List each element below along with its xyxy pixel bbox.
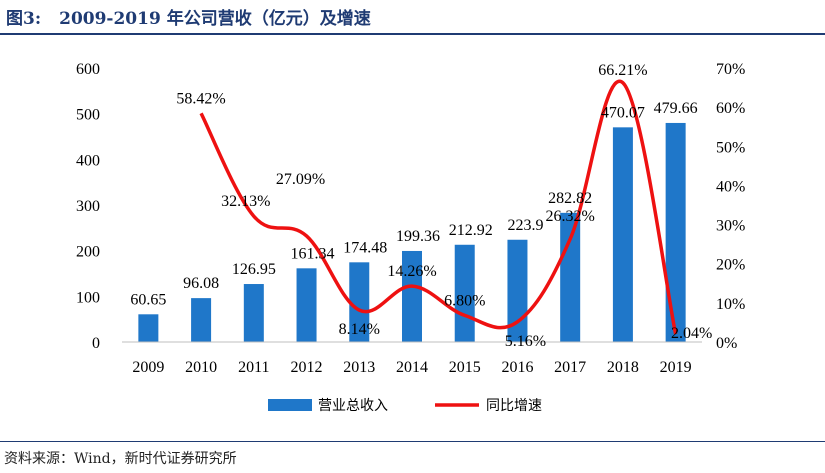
x-tick-label: 2017 bbox=[554, 359, 586, 376]
x-tick-label: 2016 bbox=[501, 359, 533, 376]
line-data-label: 5.16% bbox=[505, 333, 546, 350]
bar-data-label: 212.92 bbox=[449, 222, 493, 239]
x-tick-label: 2013 bbox=[343, 359, 375, 376]
line-data-label: 2.04% bbox=[671, 325, 712, 342]
y-right-tick-label: 20% bbox=[716, 257, 745, 274]
bar-data-label: 174.48 bbox=[343, 239, 387, 256]
line-data-label: 58.42% bbox=[176, 90, 225, 107]
y-left-tick-label: 400 bbox=[76, 152, 100, 169]
bar-data-label: 96.08 bbox=[183, 275, 219, 292]
y-left-tick-label: 200 bbox=[76, 244, 100, 261]
x-tick-label: 2009 bbox=[132, 359, 164, 376]
bar-revenue-2013 bbox=[349, 262, 370, 342]
growth-rate-line bbox=[199, 79, 678, 335]
legend-swatch-revenue bbox=[268, 399, 312, 411]
y-left-tick-label: 500 bbox=[76, 107, 100, 124]
x-tick-label: 2019 bbox=[660, 359, 692, 376]
source-rule bbox=[0, 441, 825, 442]
bar-data-label: 126.95 bbox=[232, 261, 276, 278]
line-data-label: 66.21% bbox=[598, 62, 647, 79]
y-right-tick-label: 30% bbox=[716, 218, 745, 235]
y-left-tick-label: 100 bbox=[76, 289, 100, 306]
line-data-label: 26.32% bbox=[546, 208, 595, 225]
y-right-tick-label: 40% bbox=[716, 178, 745, 195]
figure-label: 图3: bbox=[6, 9, 42, 29]
bar-revenue-2019 bbox=[665, 122, 686, 343]
bar-revenue-2012 bbox=[296, 268, 317, 342]
y-left-tick-label: 0 bbox=[92, 335, 100, 352]
line-data-label: 6.80% bbox=[444, 292, 485, 309]
bar-revenue-2011 bbox=[243, 284, 264, 342]
line-data-label: 32.13% bbox=[221, 193, 270, 210]
bar-revenue-2018 bbox=[612, 127, 633, 342]
bar-data-label: 223.9 bbox=[507, 217, 543, 234]
x-tick-label: 2011 bbox=[238, 359, 269, 376]
x-tick-label: 2015 bbox=[449, 359, 481, 376]
y-right-tick-label: 10% bbox=[716, 296, 745, 313]
bar-revenue-2014 bbox=[402, 250, 422, 342]
line-data-label: 14.26% bbox=[387, 263, 436, 280]
line-data-label: 8.14% bbox=[339, 321, 380, 338]
title-rule bbox=[0, 33, 825, 35]
bar-data-label: 470.07 bbox=[601, 104, 645, 121]
bar-revenue-2009 bbox=[138, 314, 159, 342]
y-right-tick-label: 0% bbox=[716, 335, 737, 352]
bar-revenue-2010 bbox=[191, 298, 212, 342]
y-left-tick-label: 600 bbox=[76, 61, 100, 78]
figure-title: 图3: 2009-2019 年公司营收（亿元）及增速 bbox=[6, 4, 371, 29]
bar-data-label: 60.65 bbox=[130, 291, 166, 308]
bar-data-label: 282.82 bbox=[548, 190, 592, 207]
y-right-tick-label: 70% bbox=[716, 61, 745, 78]
y-left-tick-label: 300 bbox=[76, 198, 100, 215]
line-data-label: 27.09% bbox=[276, 171, 325, 188]
legend-label-growth: 同比增速 bbox=[486, 398, 542, 414]
y-right-tick-label: 50% bbox=[716, 139, 745, 156]
bar-data-label: 199.36 bbox=[396, 228, 440, 245]
x-tick-label: 2018 bbox=[607, 359, 639, 376]
legend-label-revenue: 营业总收入 bbox=[318, 398, 388, 414]
x-tick-label: 2014 bbox=[396, 359, 428, 376]
x-tick-label: 2012 bbox=[291, 359, 323, 376]
x-tick-label: 2010 bbox=[185, 359, 217, 376]
bar-data-label: 479.66 bbox=[654, 100, 698, 117]
source-note: 资料来源：Wind，新时代证券研究所 bbox=[4, 451, 237, 467]
figure-title-text: 2009-2019 年公司营收（亿元）及增速 bbox=[59, 9, 371, 29]
y-right-tick-label: 60% bbox=[716, 100, 745, 117]
bar-revenue-2017 bbox=[560, 212, 581, 342]
bar-data-label: 161.34 bbox=[291, 245, 335, 262]
